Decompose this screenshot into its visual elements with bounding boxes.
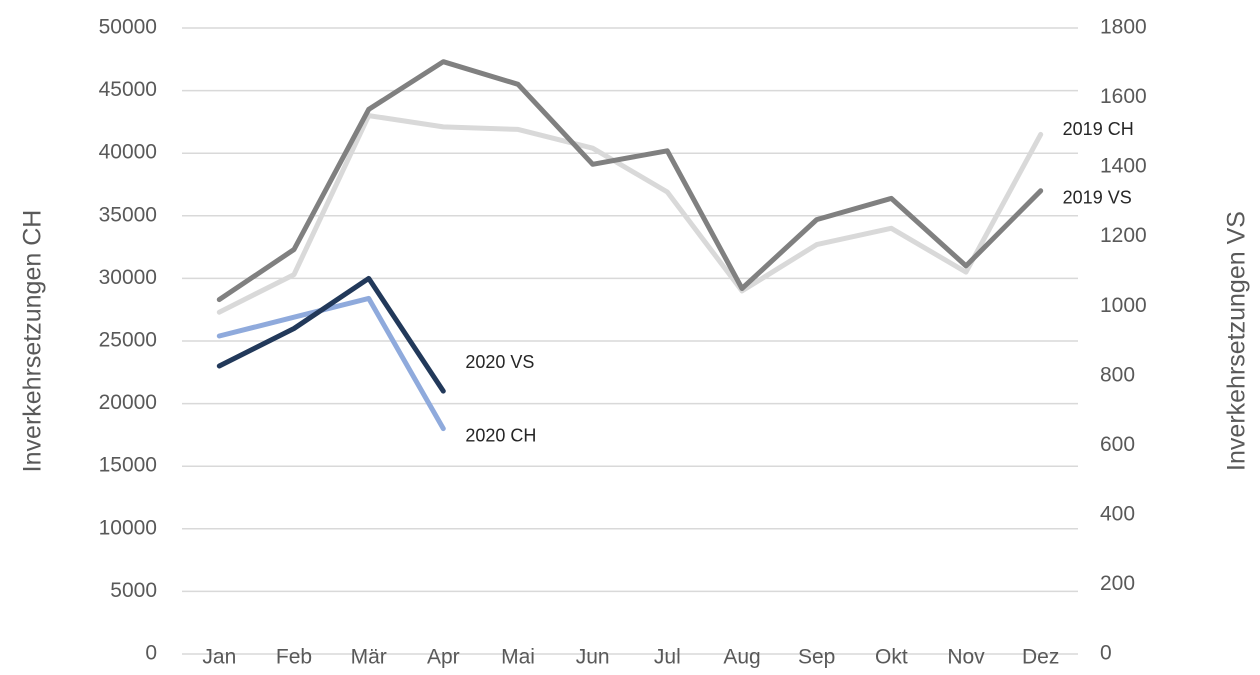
x-tick-label: Jan <box>202 646 236 669</box>
x-tick-label: Mär <box>351 646 387 669</box>
series-label: 2020 VS <box>465 352 534 372</box>
x-tick-label: Okt <box>875 646 908 669</box>
y-tick-label: 40000 <box>99 141 157 164</box>
y-tick-label: 0 <box>145 642 157 665</box>
y-tick-label: 45000 <box>99 78 157 101</box>
y2-tick-label: 600 <box>1100 433 1135 456</box>
x-tick-label: Jun <box>576 646 610 669</box>
y2-tick-label: 0 <box>1100 642 1112 665</box>
x-tick-label: Dez <box>1022 646 1059 669</box>
y-tick-label: 10000 <box>99 516 157 539</box>
x-tick-label: Apr <box>427 646 460 669</box>
x-tick-label: Mai <box>501 646 535 669</box>
y-tick-label: 50000 <box>99 16 157 39</box>
series-label: 2019 VS <box>1063 188 1132 208</box>
y-tick-label: 20000 <box>99 391 157 414</box>
y-tick-label: 25000 <box>99 329 157 352</box>
x-tick-label: Aug <box>723 646 760 669</box>
y2-tick-label: 200 <box>1100 572 1135 595</box>
x-tick-label: Sep <box>798 646 835 669</box>
y2-tick-label: 800 <box>1100 363 1135 386</box>
series-label: 2019 CH <box>1063 119 1134 139</box>
y-tick-label: 30000 <box>99 266 157 289</box>
y2-tick-label: 400 <box>1100 502 1135 525</box>
y2-axis-title: Inverkehrsetzungen VS <box>1223 211 1251 471</box>
y-tick-label: 35000 <box>99 203 157 226</box>
x-tick-label: Feb <box>276 646 312 669</box>
x-tick-label: Jul <box>654 646 681 669</box>
series-line <box>216 295 446 432</box>
series-line <box>216 59 1044 303</box>
y-tick-label: 5000 <box>110 579 157 602</box>
y2-tick-label: 1200 <box>1100 224 1147 247</box>
series-label: 2020 CH <box>465 425 536 445</box>
y2-tick-label: 1600 <box>1100 85 1147 108</box>
y2-tick-label: 1400 <box>1100 155 1147 178</box>
series-line <box>216 113 1044 315</box>
series-line <box>216 275 446 394</box>
y2-tick-label: 1800 <box>1100 16 1147 39</box>
x-tick-label: Nov <box>947 646 985 669</box>
y-tick-label: 15000 <box>99 454 157 477</box>
y2-tick-label: 1000 <box>1100 294 1147 317</box>
y-axis-title: Inverkehrsetzungen CH <box>19 210 47 473</box>
